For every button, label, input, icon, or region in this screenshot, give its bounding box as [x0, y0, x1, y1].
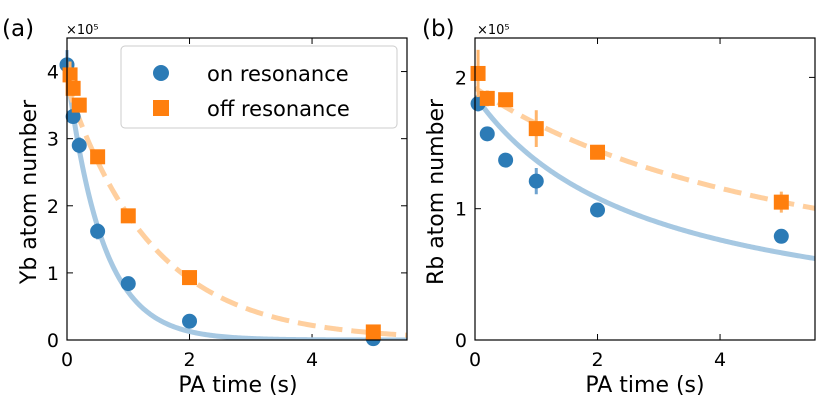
x-tick-label: 2 [591, 349, 603, 371]
y-tick-label: 0 [455, 330, 467, 352]
legend-off-marker [153, 100, 169, 116]
panel-a-data-points [59, 50, 381, 347]
panel-b-data-points [470, 49, 789, 244]
panel-b-yticks: 0 1 2 [455, 67, 815, 352]
fit-curve-off-resonance [475, 85, 815, 211]
panel-a-multiplier: ×10⁵ [66, 23, 99, 38]
legend-box [120, 45, 398, 129]
fit-curve-on-resonance [475, 94, 815, 262]
data-point-off-resonance [470, 65, 486, 81]
data-point-on-resonance [71, 137, 87, 153]
data-point-on-resonance [65, 109, 81, 125]
panel-b-fit-curves [475, 85, 815, 262]
data-point-off-resonance [65, 80, 81, 96]
data-point-on-resonance [528, 173, 544, 189]
x-tick-label: 4 [714, 349, 726, 371]
y-tick-label: 3 [47, 129, 59, 151]
legend-off-label: off resonance [207, 97, 350, 121]
data-point-off-resonance [365, 324, 381, 340]
data-point-off-resonance [590, 144, 606, 160]
data-point-on-resonance [479, 126, 495, 142]
x-tick-label: 4 [306, 349, 318, 371]
y-tick-label: 1 [47, 263, 59, 285]
legend-on-marker [153, 65, 169, 81]
panel-a-ylabel: Yb atom number [17, 99, 42, 285]
data-point-off-resonance [90, 149, 106, 165]
data-point-off-resonance [773, 194, 789, 210]
data-point-on-resonance [773, 228, 789, 244]
y-tick-label: 4 [47, 62, 59, 84]
data-point-on-resonance [182, 313, 198, 329]
data-point-off-resonance [71, 97, 87, 113]
legend-on-label: on resonance [207, 62, 349, 86]
x-tick-label: 2 [183, 349, 195, 371]
data-point-off-resonance [528, 121, 544, 137]
data-point-off-resonance [498, 92, 514, 108]
panel-b-frame [474, 37, 816, 341]
data-point-off-resonance [120, 208, 136, 224]
legend: on resonance off resonance [120, 45, 398, 129]
data-point-on-resonance [498, 152, 514, 168]
panel-b-ylabel: Rb atom number [424, 98, 449, 285]
y-tick-label: 2 [455, 67, 467, 89]
data-point-off-resonance [62, 67, 78, 83]
panel-b-xlabel: PA time (s) [585, 373, 704, 398]
data-point-off-resonance [479, 90, 495, 106]
panel-a-frame [66, 37, 408, 341]
panel-a-xlabel: PA time (s) [178, 373, 297, 398]
y-tick-label: 0 [47, 330, 59, 352]
fit-curve-off-resonance [67, 84, 407, 338]
data-point-on-resonance [120, 276, 136, 292]
panel-b-multiplier: ×10⁵ [477, 23, 510, 38]
data-point-on-resonance [590, 202, 606, 218]
data-point-off-resonance [182, 270, 198, 286]
panel-b-label: (b) [422, 16, 455, 42]
y-tick-label: 1 [455, 199, 467, 221]
data-point-on-resonance [90, 223, 106, 239]
x-tick-label: 0 [61, 349, 73, 371]
x-tick-label: 0 [469, 349, 481, 371]
panel-a-label: (a) [2, 16, 34, 42]
panel-a-xticks: 0 2 4 [61, 38, 318, 371]
y-tick-label: 2 [47, 196, 59, 218]
